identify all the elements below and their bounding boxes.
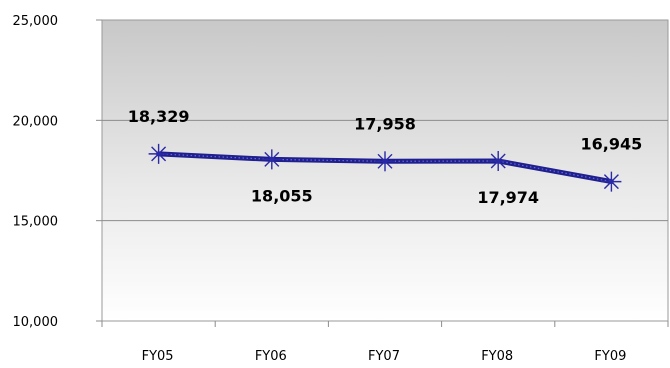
data-point-marker <box>375 151 395 172</box>
x-tick-label: FY07 <box>368 349 400 364</box>
data-label: 17,958 <box>354 114 416 133</box>
y-tick-label: 15,000 <box>13 215 59 230</box>
data-label: 17,974 <box>477 188 539 207</box>
x-tick-label: FY05 <box>142 349 174 364</box>
data-point-marker <box>488 150 509 171</box>
x-tick-label: FY06 <box>255 349 287 364</box>
x-tick-label: FY08 <box>481 349 513 364</box>
y-tick-label: 25,000 <box>13 14 59 29</box>
data-labels: 18,329 18,055 17,958 17,974 16,945 <box>128 107 643 207</box>
data-point-marker <box>601 171 622 192</box>
data-label: 18,055 <box>251 186 313 205</box>
y-axis: 10,000 15,000 20,000 25,000 <box>13 14 102 330</box>
y-tick-label: 10,000 <box>13 315 59 330</box>
data-point-marker <box>148 143 169 164</box>
x-axis: FY05 FY06 FY07 FY08 FY09 <box>101 321 669 364</box>
x-tick-label: FY09 <box>594 349 626 364</box>
data-point-marker <box>261 149 282 170</box>
data-label: 18,329 <box>128 107 190 126</box>
gridlines <box>102 119 668 222</box>
series-line-group <box>148 143 622 192</box>
data-label: 16,945 <box>581 135 643 154</box>
y-tick-label: 20,000 <box>13 114 59 129</box>
